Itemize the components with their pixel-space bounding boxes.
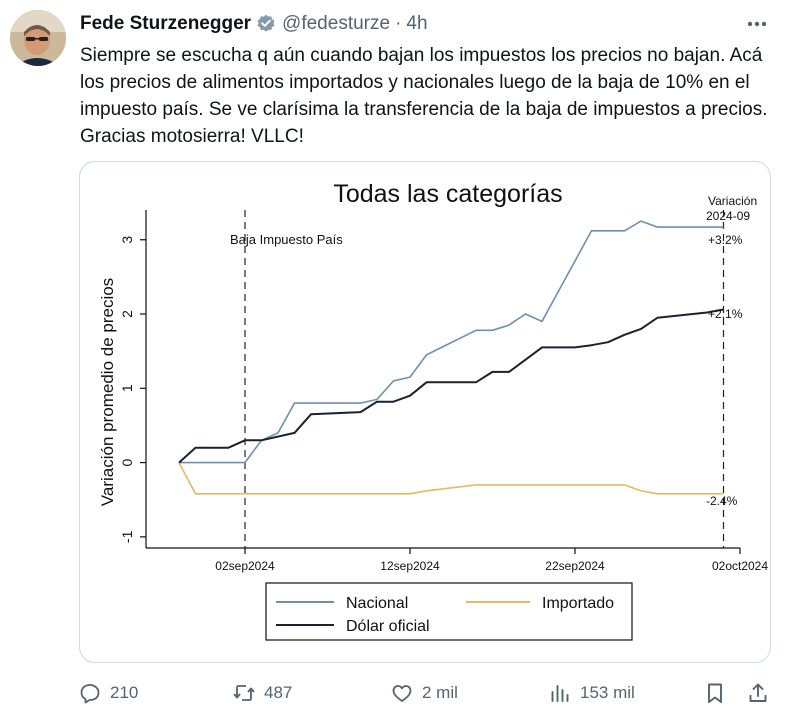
legend-label-nacional: Nacional: [346, 595, 408, 612]
series-nacional: [179, 220, 724, 464]
repost-button[interactable]: 487: [232, 680, 292, 706]
reply-icon: [80, 684, 100, 704]
legend-label-dolar: Dólar oficial: [346, 618, 430, 635]
share-button[interactable]: [746, 680, 778, 706]
author-handle[interactable]: @fedesturze: [282, 13, 391, 34]
timestamp[interactable]: 4h: [406, 13, 428, 34]
avatar[interactable]: [10, 10, 66, 66]
legend-label-importado: Importado: [542, 595, 614, 612]
end-label-nacional: +3.2%: [708, 233, 743, 247]
like-count: 2 mil: [422, 683, 458, 702]
series-dolar: [178, 308, 724, 464]
like-button[interactable]: 2 mil: [390, 680, 458, 706]
y-axis-label: Variación promedio de precios: [98, 278, 117, 506]
x-tick-label: 22sep2024: [545, 559, 605, 573]
bookmark-button[interactable]: [703, 680, 735, 706]
bookmark-icon: [708, 683, 722, 703]
views-button[interactable]: 153 mil: [548, 680, 635, 706]
y-tick-label: 1: [119, 384, 135, 392]
like-icon: [392, 685, 412, 702]
reply-count: 210: [110, 683, 139, 702]
more-icon[interactable]: [742, 12, 772, 36]
x-tick-label: 12sep2024: [380, 559, 440, 573]
y-tick-label: 2: [119, 310, 135, 318]
x-tick-label: 02sep2024: [215, 559, 275, 573]
series-importado: [178, 462, 724, 495]
reply-button[interactable]: 210: [78, 680, 138, 706]
chart-title: Todas las categorías: [333, 180, 562, 208]
repost-count: 487: [264, 683, 293, 702]
author-name[interactable]: Fede Sturzenegger: [80, 13, 252, 34]
views-count: 153 mil: [580, 683, 635, 702]
repost-icon: [233, 685, 255, 701]
x-tick-label: 02oct2024: [712, 559, 768, 573]
end-label-importado: -2.4%: [706, 494, 738, 508]
tweet-header: Fede Sturzenegger @fedesturze · 4h: [80, 12, 428, 36]
annotation-variacion-period: 2024-09: [706, 209, 750, 223]
y-tick-label: -1: [119, 530, 135, 543]
tweet-text: Siempre se escucha q aún cuando bajan lo…: [80, 45, 768, 147]
legend-box: [265, 582, 633, 641]
action-bar: 210 487 2 mil 153 mil: [78, 680, 770, 706]
tweet-media[interactable]: Todas las categorías Variación promedio …: [79, 161, 771, 663]
separator-dot: ·: [395, 13, 402, 34]
verified-badge-icon: [256, 14, 276, 34]
y-tick-label: 0: [119, 458, 135, 466]
share-icon: [749, 683, 767, 702]
views-icon: [551, 685, 569, 702]
annotation-variacion-label: Variación: [708, 194, 757, 208]
y-tick-label: 3: [119, 236, 135, 244]
end-label-dolar: +2.1%: [708, 307, 743, 321]
price-chart: Todas las categorías Variación promedio …: [98, 180, 768, 641]
annotation-baja-label: Baja Impuesto País: [230, 232, 343, 247]
